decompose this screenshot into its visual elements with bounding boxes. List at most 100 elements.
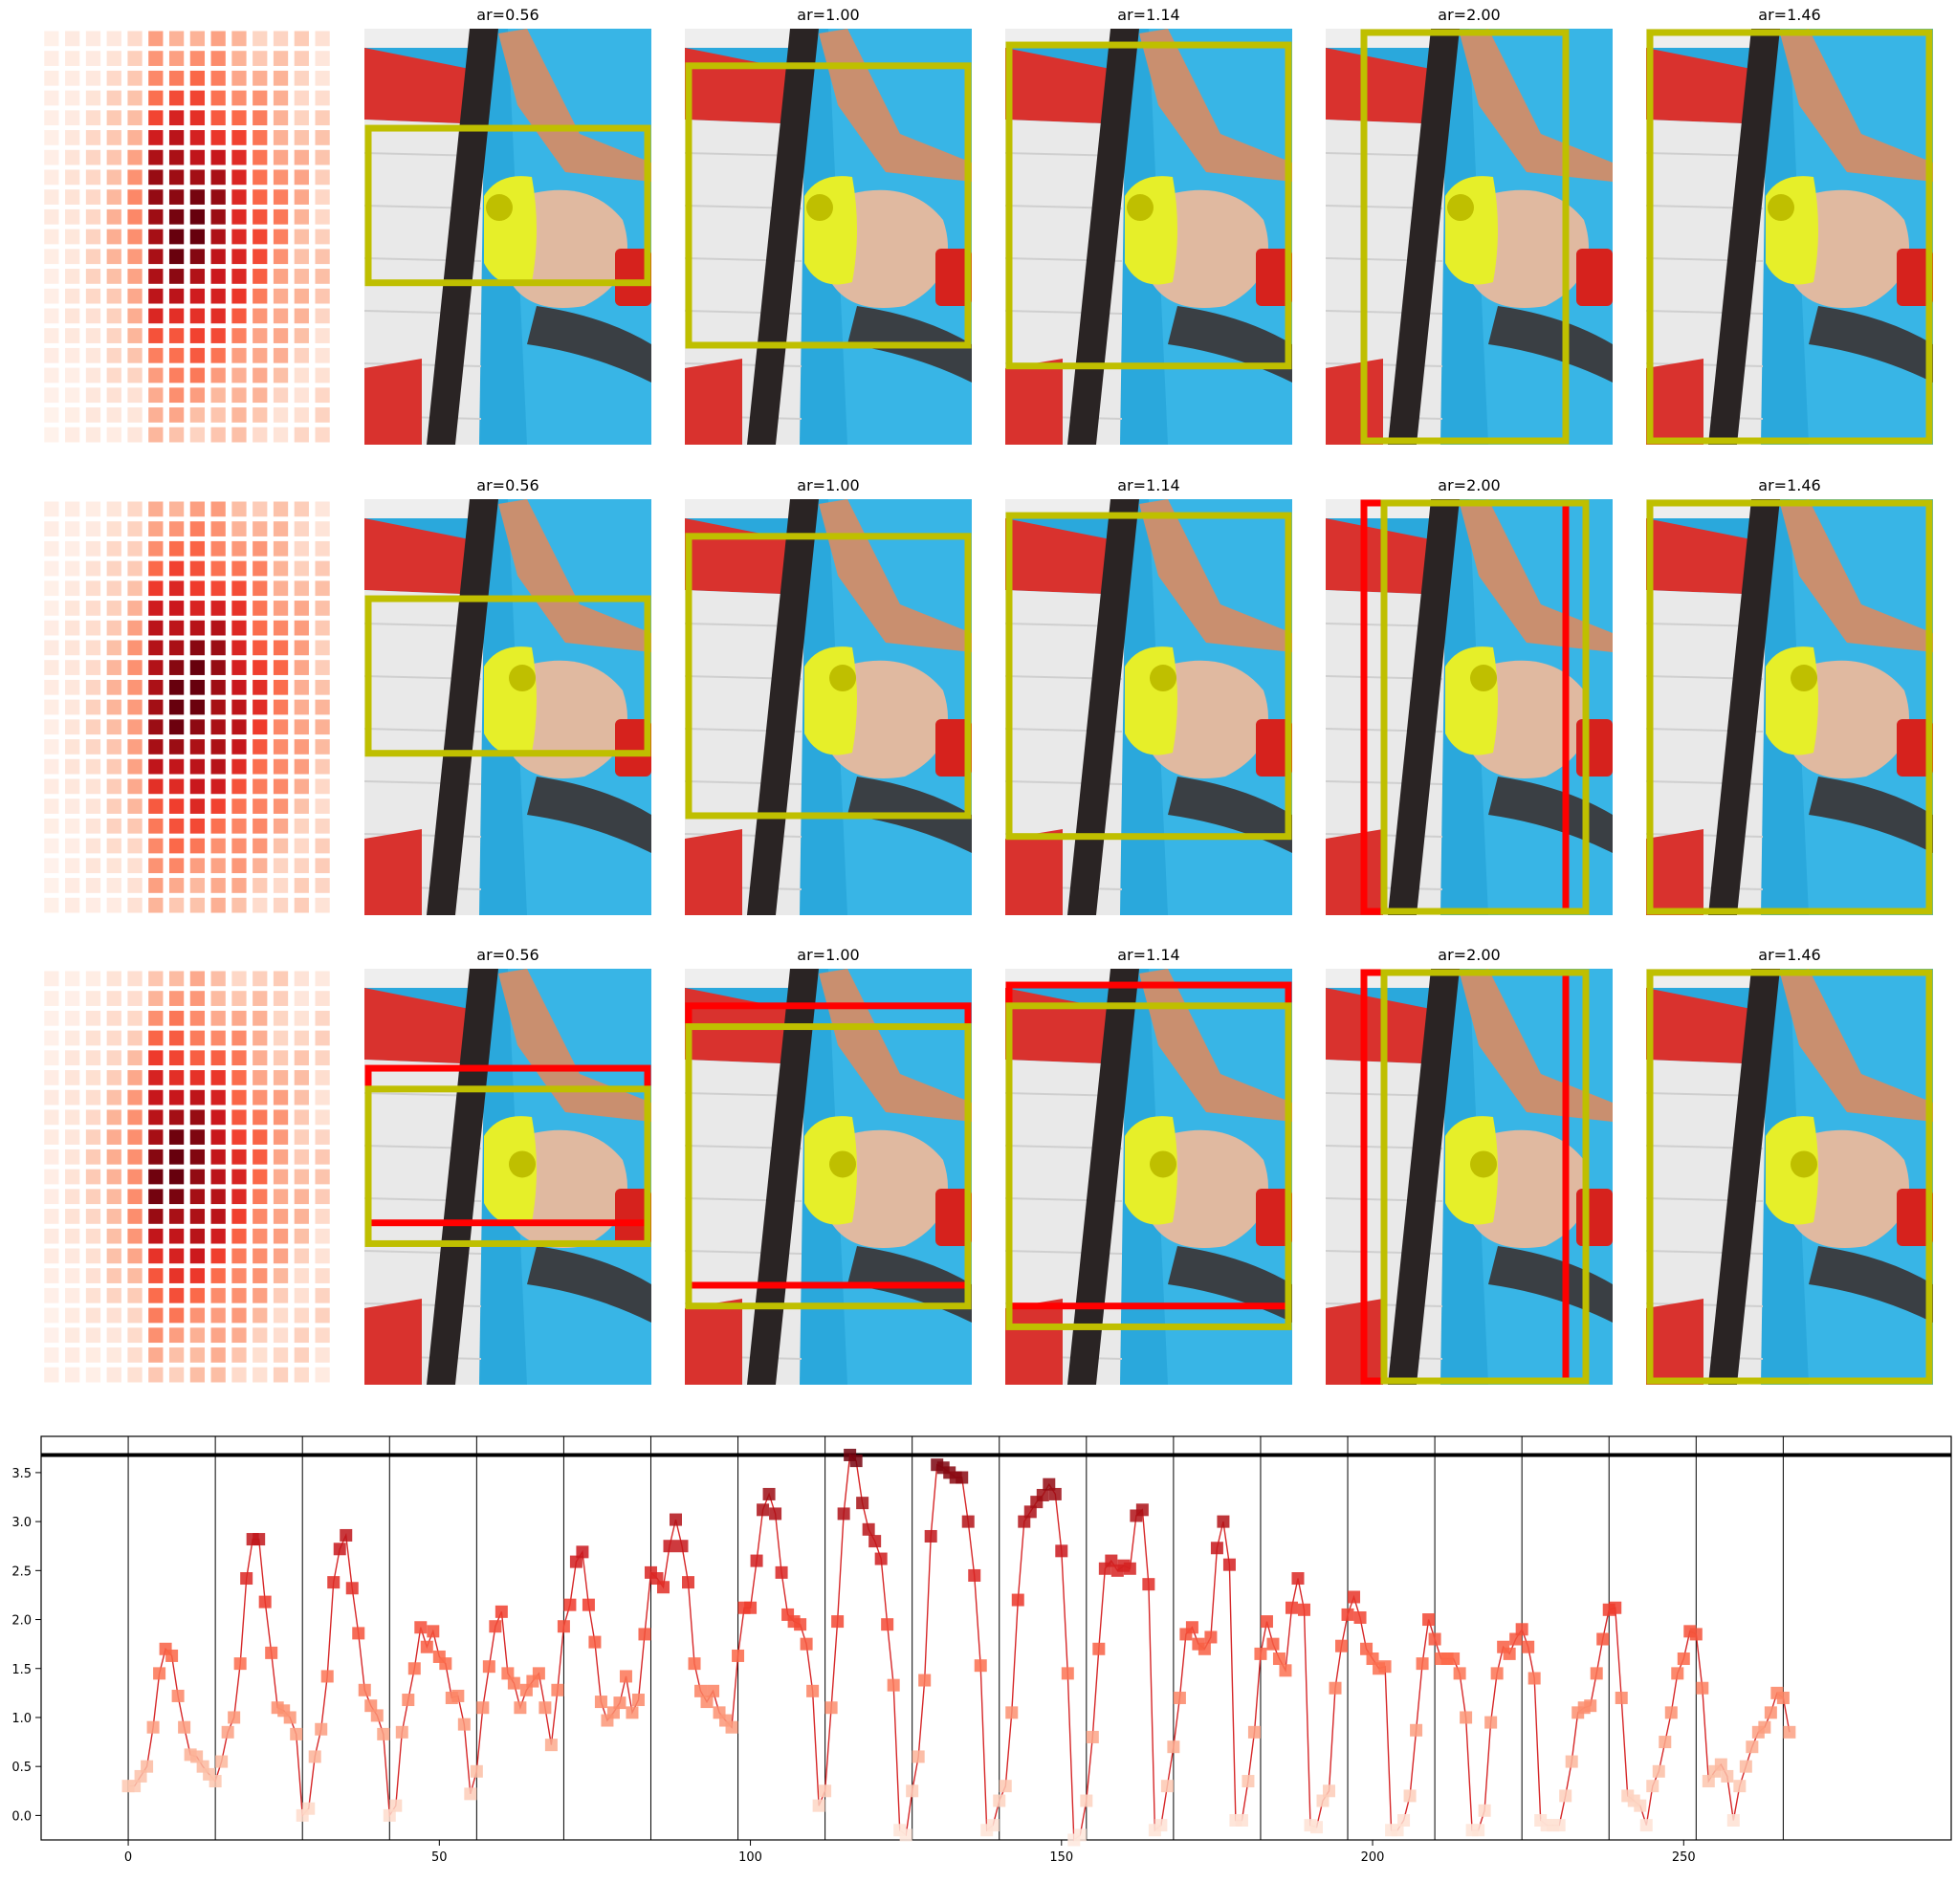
swim-cap <box>804 646 857 755</box>
heatmap-cell <box>210 1287 226 1303</box>
tile-title: ar=1.00 <box>797 6 860 24</box>
heatmap-cell <box>315 1307 330 1324</box>
heatmap-cell <box>231 878 247 893</box>
heatmap-cell <box>148 189 164 205</box>
x-tick-label: 100 <box>738 1850 762 1865</box>
heatmap-cell <box>65 308 80 324</box>
data-point <box>1403 1789 1417 1803</box>
heatmap-cell <box>189 387 206 404</box>
heatmap-cell <box>189 739 206 755</box>
heatmap-cell <box>189 1109 206 1126</box>
data-point <box>563 1598 577 1611</box>
heatmap-cell <box>294 367 309 383</box>
heatmap-cell <box>168 229 185 245</box>
heatmap-cell <box>210 288 226 304</box>
heatmap-cell <box>273 540 289 557</box>
focus-point <box>1150 665 1176 692</box>
heatmap-cell <box>294 878 309 893</box>
heatmap-cell <box>315 838 330 854</box>
heatmap-cell <box>210 758 226 775</box>
heatmap-cell <box>148 1307 164 1324</box>
data-point <box>464 1787 477 1801</box>
heatmap-cell <box>231 407 247 423</box>
data-point <box>414 1621 428 1634</box>
data-point <box>171 1689 185 1702</box>
swimmer-photo-tile <box>1326 499 1613 915</box>
heatmap-cell <box>273 1109 289 1126</box>
data-point <box>606 1706 620 1719</box>
heatmap-cell <box>273 758 289 775</box>
data-point <box>725 1720 738 1734</box>
data-point <box>165 1649 179 1662</box>
heatmap-cell <box>231 1209 247 1224</box>
heatmap-cell <box>127 739 143 755</box>
heatmap-cell <box>315 169 330 186</box>
heatmap-cell <box>231 620 247 636</box>
heatmap-cell <box>127 367 143 383</box>
heatmap-cell <box>189 1030 206 1046</box>
heatmap-cell <box>210 1010 226 1026</box>
data-point <box>1198 1642 1211 1655</box>
heatmap-cell <box>65 367 80 383</box>
heatmap-cell <box>253 308 268 324</box>
swimmer-arm <box>1139 499 1292 652</box>
heatmap-cell <box>85 719 101 735</box>
heatmap-cell <box>210 229 226 245</box>
heatmap-cell <box>315 1089 330 1105</box>
swimmer-face <box>828 189 948 308</box>
heatmap-cell <box>106 149 121 165</box>
heatmap-cell <box>106 387 121 404</box>
heatmap-cell <box>253 1367 268 1383</box>
heatmap-cell <box>106 1129 121 1145</box>
heatmap-cell <box>273 1189 289 1205</box>
heatmap-cell <box>189 758 206 775</box>
heatmap-cell <box>189 347 206 363</box>
heatmap-cell <box>85 1050 101 1066</box>
heatmap-cell <box>148 229 164 245</box>
heatmap-cell <box>106 90 121 106</box>
heatmap-cell <box>44 1228 59 1244</box>
heatmap-cell <box>65 521 80 536</box>
heatmap-cell <box>189 620 206 636</box>
heatmap-cell <box>148 1149 164 1165</box>
heatmap-cell <box>315 1070 330 1085</box>
heatmap-cell <box>253 149 268 165</box>
data-point <box>128 1780 142 1793</box>
heatmap-cell <box>127 679 143 695</box>
heatmap-cell <box>294 1347 309 1363</box>
heatmap-cell <box>231 1347 247 1363</box>
heatmap-cell <box>253 70 268 86</box>
heatmap-cell <box>148 560 164 577</box>
heatmap-cell <box>65 818 80 834</box>
heatmap-cell <box>315 1209 330 1224</box>
heatmap-cell <box>65 1169 80 1185</box>
focus-point <box>1470 1150 1497 1178</box>
heatmap-cell <box>44 1287 59 1303</box>
data-point <box>1721 1769 1734 1783</box>
heatmap-cell <box>294 739 309 755</box>
heatmap-cell <box>44 1307 59 1324</box>
yellow-crop-box <box>685 533 972 820</box>
heatmap-cell <box>148 90 164 106</box>
heatmap-cell <box>315 1109 330 1126</box>
data-point <box>968 1568 981 1582</box>
heatmap-cell <box>231 308 247 324</box>
heatmap-cell <box>253 1307 268 1324</box>
heatmap-cell <box>189 208 206 225</box>
focus-point <box>829 1150 856 1178</box>
data-point <box>1478 1804 1491 1817</box>
heatmap-cell <box>253 367 268 383</box>
heatmap-cell <box>231 1030 247 1046</box>
heatmap-cell <box>127 521 143 536</box>
heatmap-cell <box>273 427 289 443</box>
data-point <box>439 1657 452 1671</box>
heatmap-cell <box>253 719 268 735</box>
heatmap-cell <box>189 521 206 536</box>
heatmap-cell <box>253 897 268 913</box>
heatmap-cell <box>148 1030 164 1046</box>
heatmap-cell <box>315 991 330 1006</box>
yellow-crop-box <box>1380 969 1590 1385</box>
heatmap-cell <box>106 249 121 265</box>
heatmap-cell <box>127 51 143 66</box>
data-point <box>588 1635 602 1649</box>
